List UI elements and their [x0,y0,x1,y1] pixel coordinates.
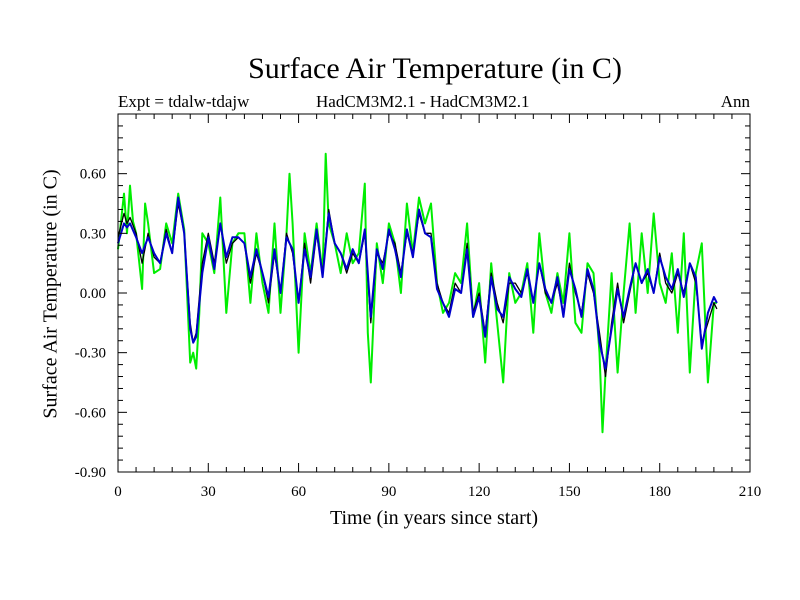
x-tick-label: 90 [381,484,396,500]
x-tick-label: 60 [291,484,306,500]
x-tick-label: 150 [558,484,581,500]
x-tick-label: 210 [739,484,762,500]
y-tick-label: -0.60 [75,405,106,421]
x-tick-label: 180 [648,484,671,500]
x-tick-label: 30 [201,484,216,500]
y-tick-label: -0.30 [75,346,106,362]
y-tick-label: 0.60 [80,167,106,183]
y-tick-label: -0.90 [75,465,106,481]
series-line-blue [117,196,718,370]
y-tick-label: 0.00 [80,286,106,302]
model-label: HadCM3M2.1 - HadCM3M2.1 [316,92,530,111]
tick-label-layer: 0 30 60 90 120 150 180 210 -0.90 -0.60 -0.30 0.00 0.… [75,167,762,500]
series-layer [117,152,718,434]
x-tick-label: 0 [114,484,122,500]
x-tick-label: 120 [468,484,491,500]
y-axis-label: Surface Air Temperature (in C) [39,169,62,419]
x-axis-label: Time (in years since start) [329,507,539,529]
tick-layer [117,113,751,473]
experiment-label: Expt = tdalw-tdajw [118,92,250,111]
period-label: Ann [720,92,750,111]
chart-title: Surface Air Temperature (in C) [248,52,622,85]
plot-frame [117,113,751,473]
series-line-green [117,152,717,434]
y-tick-label: 0.30 [80,226,106,242]
